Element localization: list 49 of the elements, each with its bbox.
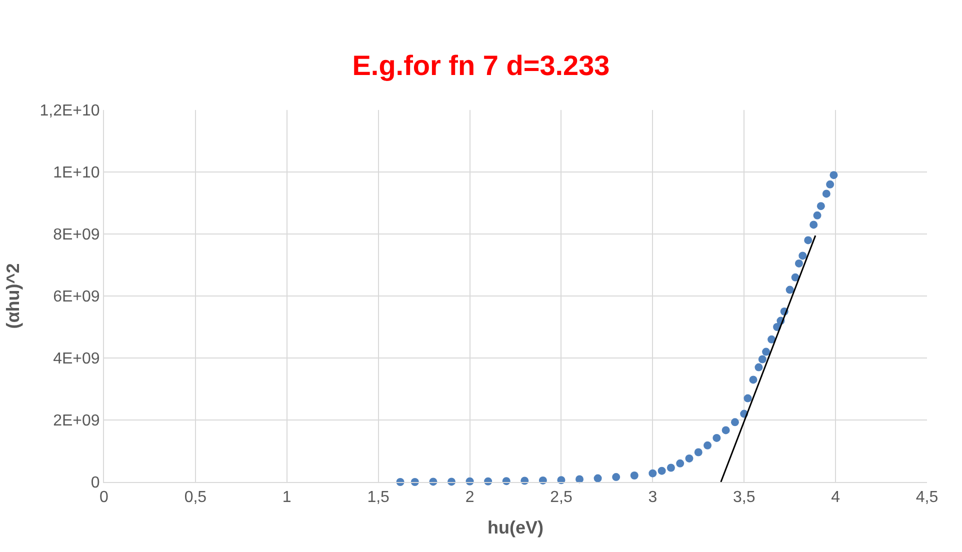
point [830,171,838,180]
point [612,473,620,482]
point [816,202,825,210]
y-tick-label: 8E+09 [53,226,100,244]
y-tick-label: 1,2E+10 [40,102,100,120]
y-axis-title: (αhu)^2 [2,263,23,329]
point [762,348,770,356]
x-tick-label: 2,5 [550,489,572,506]
point [813,211,822,220]
point [648,469,657,478]
chart-title: E.g.for fn 7 d=3.233 [352,50,610,81]
point [810,220,818,229]
point [704,441,712,450]
x-tick-label: 3,5 [732,489,756,506]
x-axis-title: hu(eV) [488,517,544,538]
point [594,474,602,482]
point [666,464,675,472]
x-tick-label: 2 [465,489,474,506]
y-tick-label: 6E+09 [53,288,100,306]
point [730,418,739,426]
point [658,466,666,475]
x-tick-label: 4,5 [916,489,938,506]
point [786,286,794,294]
point [768,335,776,344]
point [630,471,638,480]
point [791,273,800,282]
point [798,252,807,260]
point [826,180,834,188]
point [804,236,812,244]
point [676,459,684,468]
x-tick-label: 4 [831,489,840,506]
y-tick-label: 1E+10 [53,164,100,182]
point [694,448,702,456]
y-tick-label: 4E+09 [53,350,100,368]
point [758,355,766,364]
point [712,434,721,442]
y-tick-label: 2E+09 [53,412,100,430]
point [744,394,752,402]
x-tick-label: 3 [648,489,658,506]
point [822,190,830,198]
x-tick-label: 1 [282,489,292,506]
x-tick-label: 0,5 [184,489,207,506]
point [722,426,730,434]
point [685,454,694,462]
point [754,363,763,372]
point [749,376,758,384]
x-tick-label: 1,5 [367,489,390,506]
point [794,259,803,268]
y-tick-label: 0 [90,474,100,492]
